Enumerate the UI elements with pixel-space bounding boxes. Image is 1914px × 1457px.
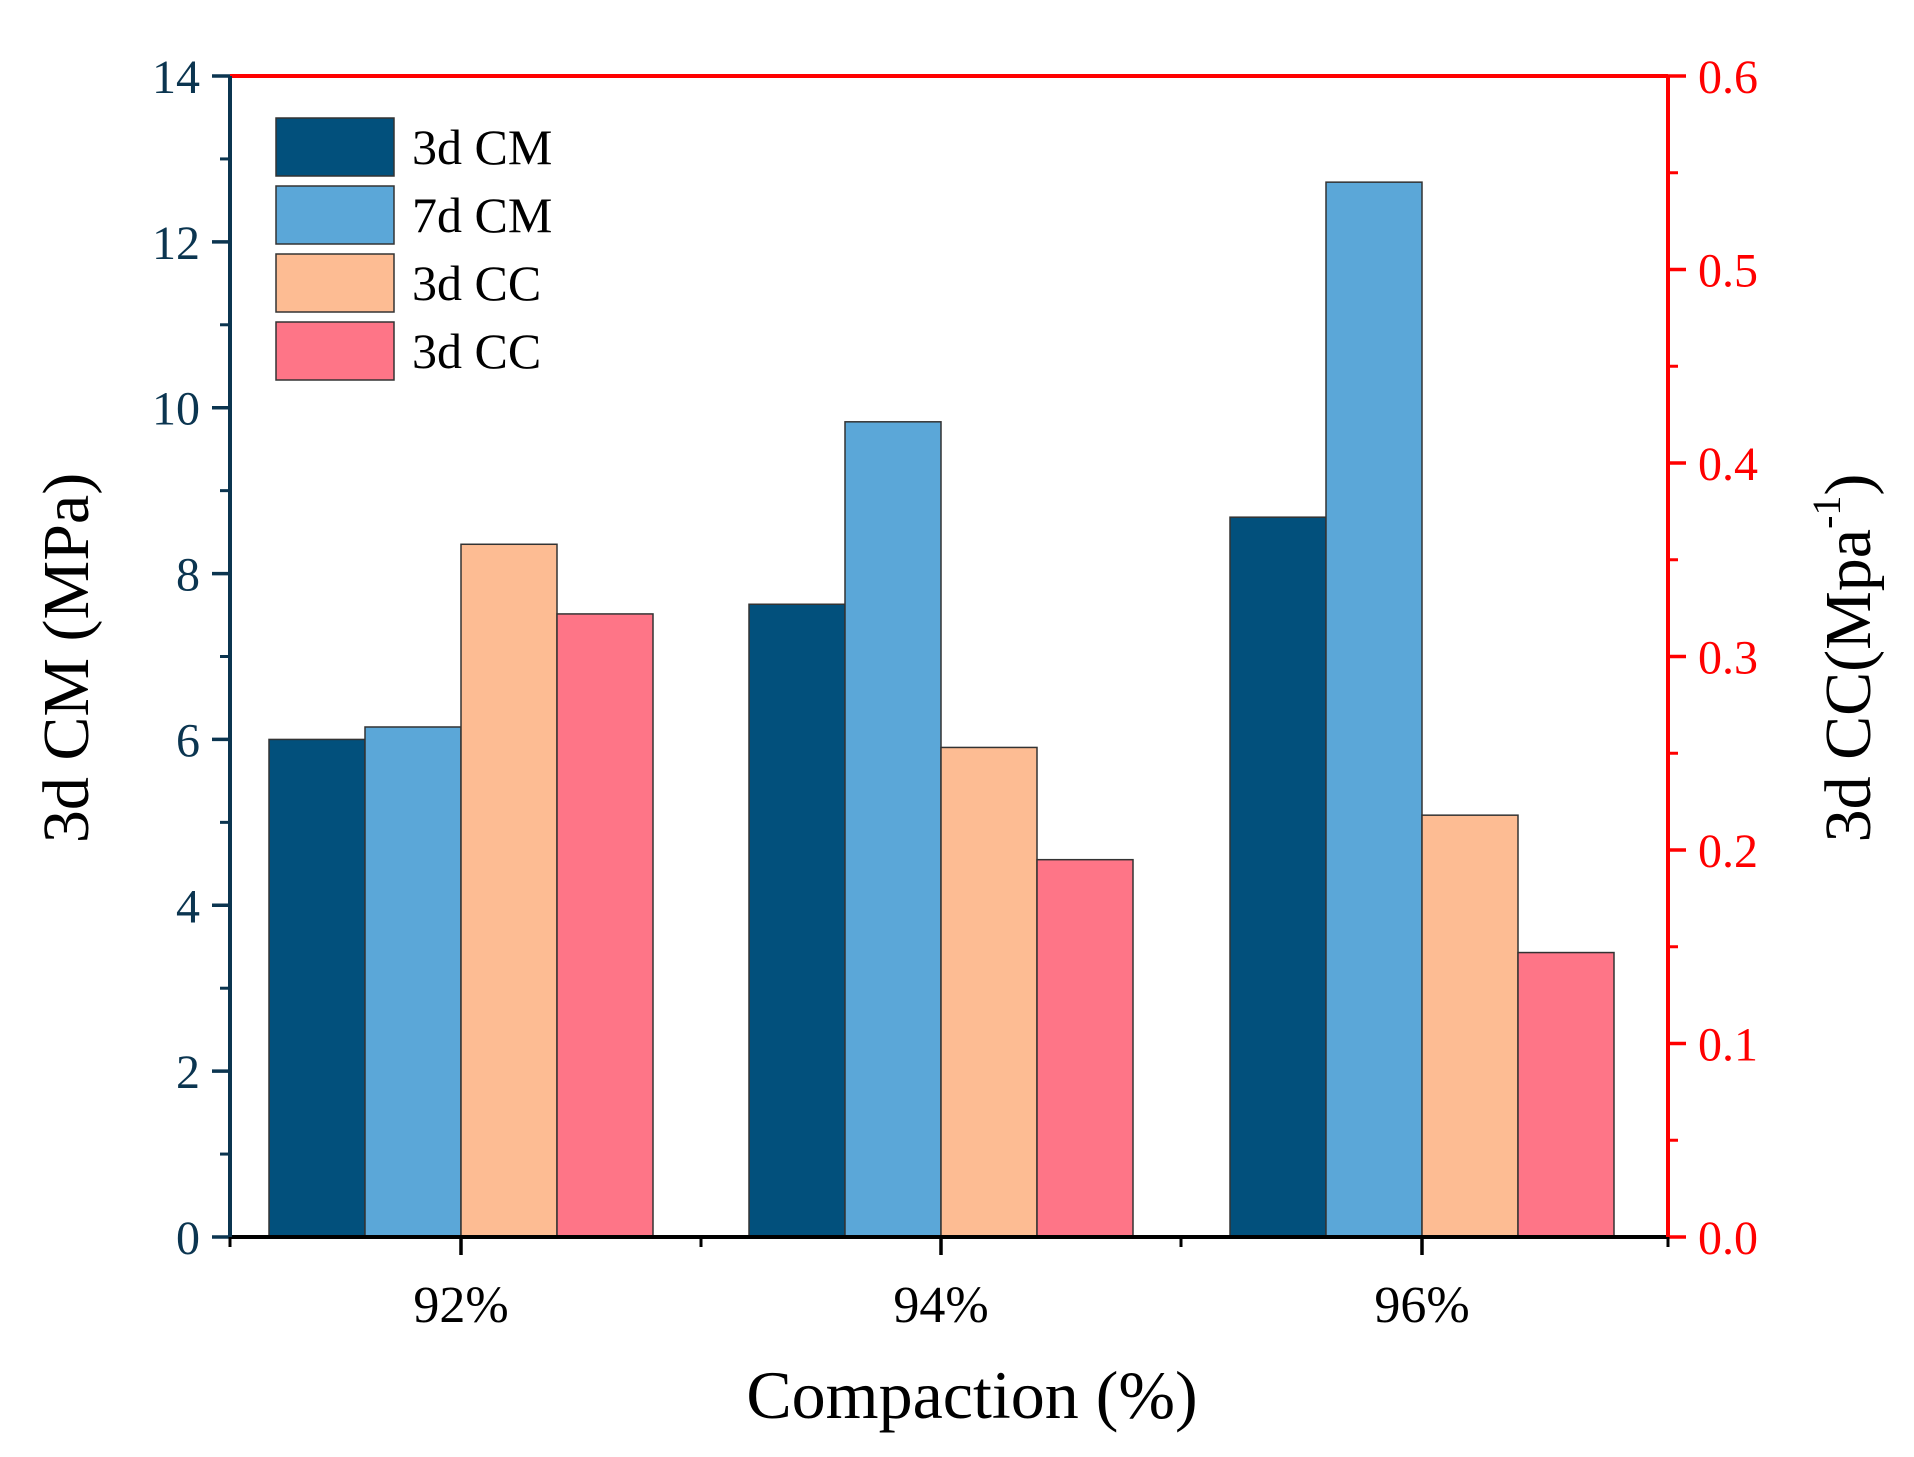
bar-4-92pct [556,613,654,1238]
x-tick-label: 92% [413,1277,508,1334]
legend-label-2: 7d CM [412,187,552,243]
bar-1-94pct [748,603,846,1238]
right-tick-label: 0.1 [1698,1019,1758,1072]
bar-1-92pct [268,738,366,1238]
left-tick-label: 14 [152,51,200,104]
bar-2-96pct [1325,181,1423,1238]
right-tick-label: 0.6 [1698,51,1758,104]
legend-label-3: 3d CC [412,255,541,311]
left-y-axis: 0 2 4 6 8 10 12 14 [152,51,232,1265]
bar-4-96pct [1517,951,1615,1238]
right-y-axis-title-superscript: -1 [1804,496,1849,529]
legend-swatch-4 [275,321,395,381]
plot-frame [230,74,1668,1239]
bar-1-96pct [1229,516,1327,1238]
legend-swatch-2 [275,185,395,245]
left-tick-label: 8 [176,549,200,602]
right-tick-label: 0.4 [1698,438,1758,491]
x-axis-title: Compaction (%) [746,1357,1197,1433]
bar-3-92pct [460,543,558,1238]
right-y-axis-title: 3d CC(Mpa-1) [1804,474,1885,843]
right-y-axis-title-main: 3d CC(Mpa [1812,529,1885,843]
bar-3-96pct [1421,814,1519,1238]
right-tick-label: 0.2 [1698,825,1758,878]
bar-2-92pct [364,726,462,1238]
legend-swatch-1 [275,117,395,177]
right-tick-label: 0.0 [1698,1212,1758,1265]
left-tick-label: 0 [176,1212,200,1265]
left-tick-label: 2 [176,1046,200,1099]
x-tick-label: 96% [1374,1277,1469,1334]
bar-2-94pct [844,421,942,1238]
left-tick-label: 10 [152,383,200,436]
x-axis: 92% 94% 96% [228,1237,1670,1334]
left-tick-label: 12 [152,217,200,270]
bar-3-94pct [940,746,1038,1238]
legend-swatch-3 [275,253,395,313]
left-tick-label: 4 [176,880,200,933]
left-tick-label: 6 [176,714,200,767]
bar-4-94pct [1036,858,1134,1238]
right-tick-label: 0.3 [1698,632,1758,685]
x-tick-label: 94% [893,1277,988,1334]
legend-label-1: 3d CM [412,119,552,175]
bar-group [268,181,1615,1238]
legend: 3d CM 7d CM 3d CC 3d CC [275,117,552,381]
right-tick-label: 0.5 [1698,245,1758,298]
right-y-axis-title-close: ) [1812,474,1885,496]
legend-label-4: 3d CC [412,323,541,379]
right-y-axis: 0.0 0.1 0.2 0.3 0.4 0.5 0.6 [1666,51,1758,1265]
left-y-axis-title: 3d CM (MPa) [30,473,103,843]
